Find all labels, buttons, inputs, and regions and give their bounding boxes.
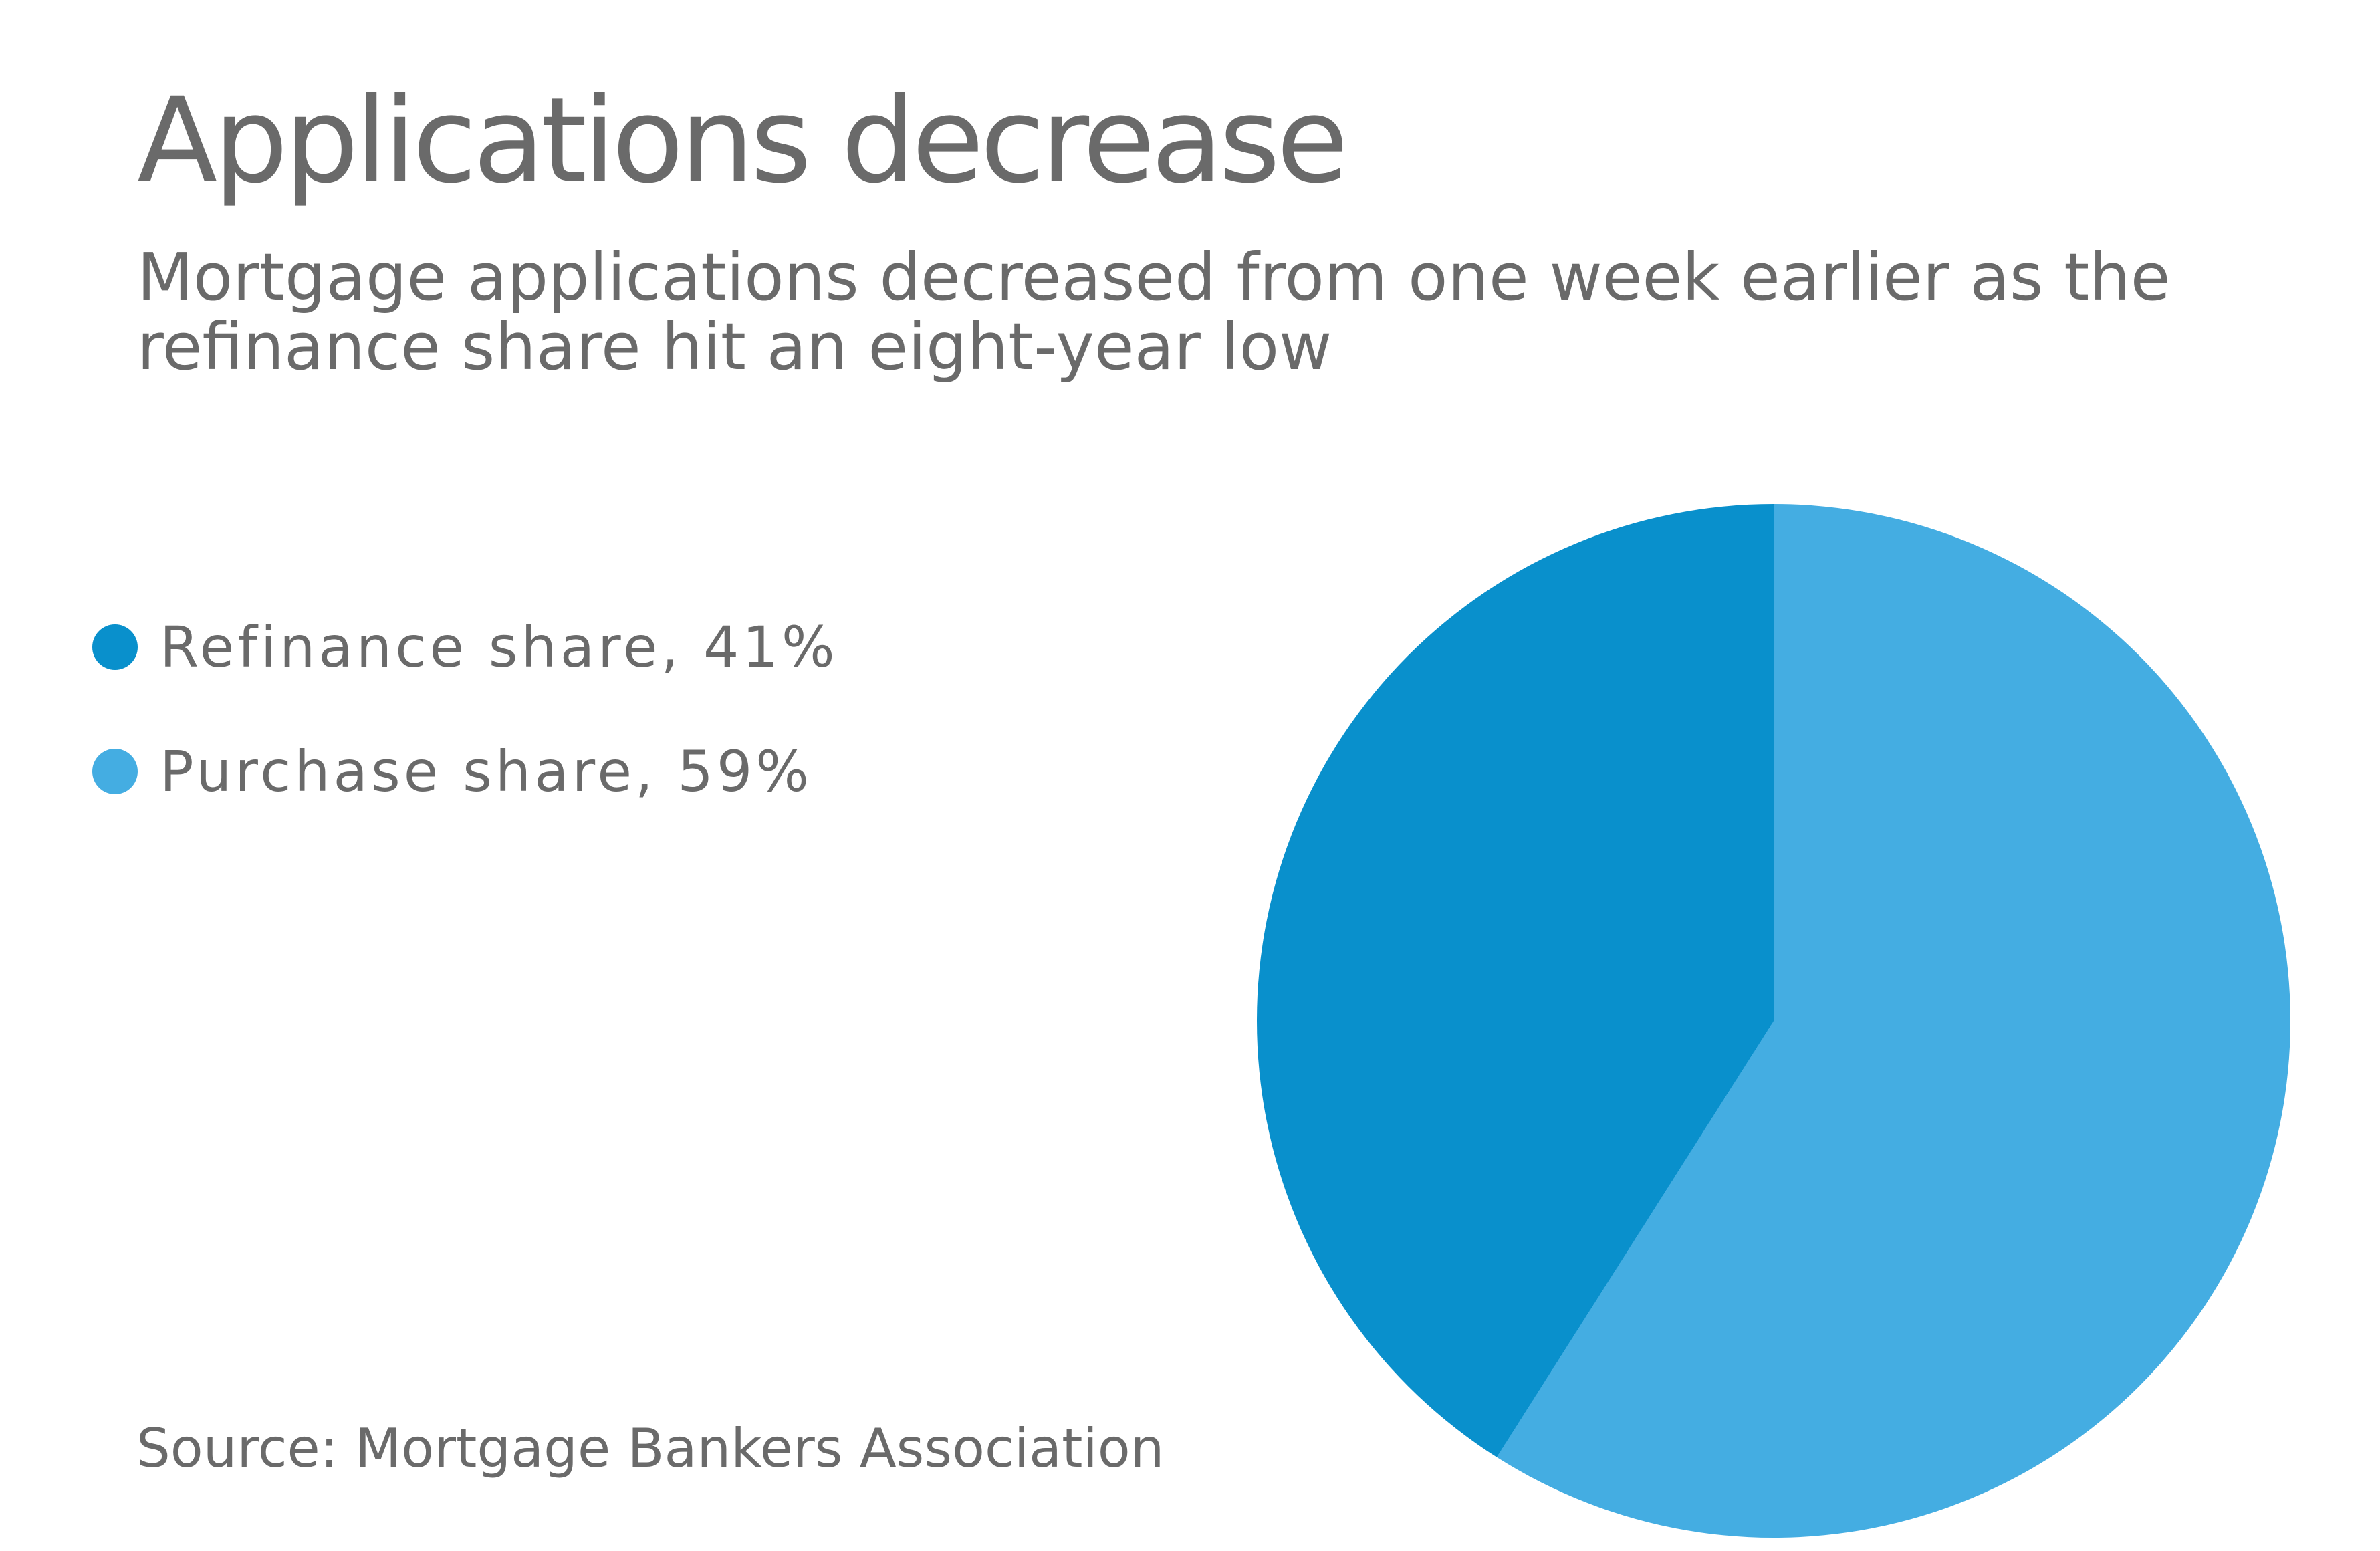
legend-label-purchase: Purchase share, 59%	[160, 739, 813, 804]
chart-subtitle-line1: Mortgage applications decreased from one…	[137, 239, 2171, 315]
legend-item-purchase: Purchase share, 59%	[92, 739, 838, 804]
chart-title: Applications decrease	[137, 72, 1348, 209]
chart-legend: Refinance share, 41% Purchase share, 59%	[92, 614, 838, 804]
chart-subtitle: Mortgage applications decreased from one…	[137, 243, 2170, 382]
legend-item-refinance: Refinance share, 41%	[92, 614, 838, 680]
legend-marker-refinance-icon	[92, 624, 138, 670]
legend-marker-purchase-icon	[92, 749, 138, 794]
legend-label-refinance: Refinance share, 41%	[160, 614, 838, 680]
chart-subtitle-line2: refinance share hit an eight-year low	[137, 309, 1332, 384]
pie-chart	[1257, 504, 2290, 1538]
source-note: Source: Mortgage Bankers Association	[136, 1417, 1165, 1479]
